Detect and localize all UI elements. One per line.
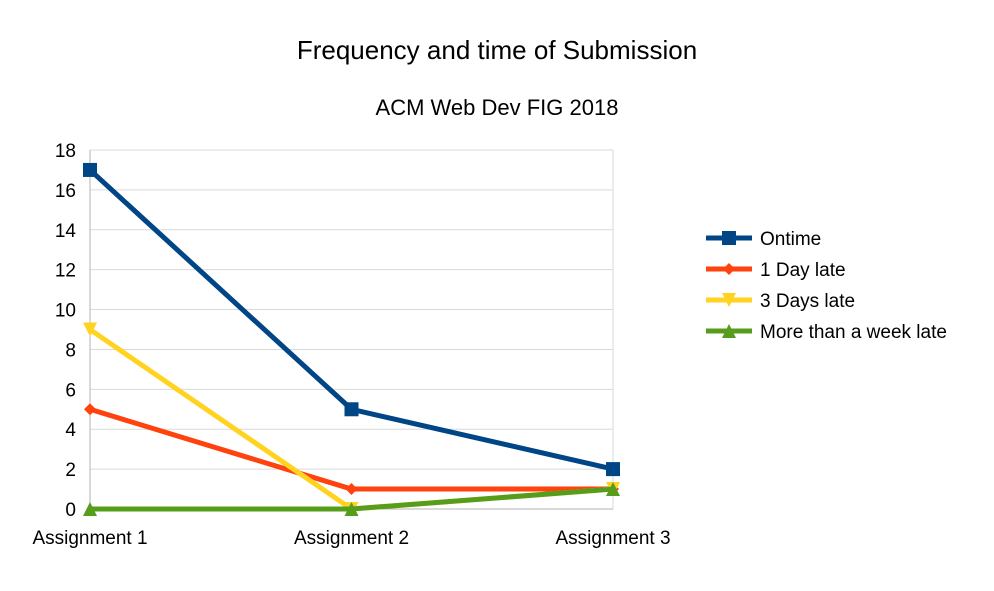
data-point xyxy=(83,162,97,177)
chart-title: Frequency and time of Submission xyxy=(297,35,697,65)
y-tick-label: 16 xyxy=(55,181,76,202)
legend: Ontime 1 Day late 3 Days late More than a w… xyxy=(706,229,947,343)
data-point xyxy=(723,263,735,275)
y-tick-label: 6 xyxy=(65,380,76,401)
legend-label: 1 Day late xyxy=(760,260,846,281)
data-point xyxy=(83,502,97,516)
y-tick-label: 14 xyxy=(55,221,77,242)
y-tick-label: 10 xyxy=(55,301,76,322)
x-tick-label: Assignment 2 xyxy=(294,528,409,549)
legend-item: 1 Day late xyxy=(706,260,846,281)
series-line xyxy=(88,327,614,512)
y-tick-label: 4 xyxy=(65,420,76,441)
legend-label: 3 Days late xyxy=(760,291,855,312)
legend-label: Ontime xyxy=(760,229,821,250)
data-point xyxy=(344,402,359,417)
y-tick-label: 12 xyxy=(55,261,76,282)
data-point xyxy=(83,322,97,337)
y-tick-label: 0 xyxy=(65,500,76,521)
data-point xyxy=(606,482,620,497)
series-line xyxy=(88,168,614,472)
x-tick-label: Assignment 1 xyxy=(32,528,147,549)
data-point xyxy=(344,502,359,516)
legend-label: More than a week late xyxy=(760,322,947,343)
y-tick-label: 2 xyxy=(65,460,76,481)
data-point xyxy=(722,293,736,307)
legend-item: More than a week late xyxy=(706,322,947,343)
data-point xyxy=(84,403,96,416)
y-tick-label: 18 xyxy=(55,141,76,162)
data-point xyxy=(722,324,736,338)
legend-item: Ontime xyxy=(706,229,821,250)
data-point xyxy=(606,462,620,477)
data-point xyxy=(722,231,736,245)
x-tick-label: Assignment 3 xyxy=(555,528,670,549)
data-point xyxy=(345,483,358,496)
plot-area: 0 2 4 6 8 10 12 14 16 18 Assignment 1 Assignment 2 A… xyxy=(32,141,670,549)
chart-subtitle: ACM Web Dev FIG 2018 xyxy=(376,95,619,120)
y-tick-label: 8 xyxy=(65,340,76,361)
legend-item: 3 Days late xyxy=(706,291,855,312)
